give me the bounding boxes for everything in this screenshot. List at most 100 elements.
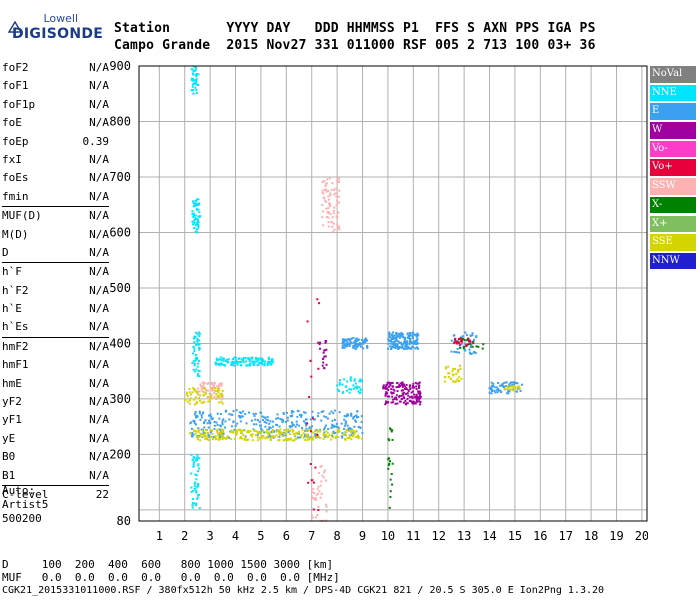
data-point (392, 388, 395, 391)
data-point (519, 390, 522, 393)
data-point (472, 351, 475, 354)
data-point (216, 359, 219, 362)
data-point (419, 392, 422, 395)
data-point (488, 387, 491, 390)
data-point (198, 215, 201, 218)
data-point (315, 432, 318, 435)
data-point (197, 369, 200, 372)
data-point (349, 376, 352, 379)
data-point (411, 337, 414, 340)
data-point (191, 79, 194, 82)
data-point (348, 388, 351, 391)
data-point (202, 411, 205, 414)
data-point (458, 344, 461, 347)
data-point (338, 411, 341, 414)
data-point (400, 333, 403, 336)
data-point (328, 412, 331, 415)
data-point (196, 358, 199, 361)
data-point (192, 212, 195, 215)
data-point (338, 390, 341, 393)
data-point (346, 380, 349, 383)
data-point (322, 224, 325, 227)
data-point (290, 425, 293, 428)
data-point (354, 419, 357, 422)
data-point (335, 435, 338, 438)
parameter-separator (2, 484, 109, 486)
data-point (419, 395, 422, 398)
data-point (333, 228, 336, 231)
data-point (197, 464, 200, 467)
data-point (269, 436, 272, 439)
data-point (221, 402, 224, 405)
data-point (193, 388, 196, 391)
data-point (389, 495, 392, 498)
data-point (325, 416, 328, 419)
data-point (417, 397, 420, 400)
data-point (206, 432, 209, 435)
data-point (329, 194, 332, 197)
data-point (197, 372, 200, 375)
data-point (327, 427, 330, 430)
data-point (504, 387, 507, 390)
data-point (195, 75, 198, 78)
data-point (197, 427, 200, 430)
data-point (203, 387, 206, 390)
data-point (240, 358, 243, 361)
data-point (210, 393, 213, 396)
parameter-value: N/A (89, 171, 109, 185)
data-point (443, 380, 446, 383)
data-point (354, 341, 357, 344)
data-point (518, 388, 521, 391)
data-point (196, 338, 199, 341)
data-point (246, 364, 249, 367)
data-point (190, 490, 193, 493)
data-point (196, 365, 199, 368)
data-point (323, 415, 326, 418)
data-point (252, 412, 255, 415)
data-point (491, 384, 494, 387)
data-point (196, 231, 199, 234)
data-point (198, 410, 201, 413)
data-point (195, 416, 198, 419)
data-point (254, 429, 257, 432)
data-point (304, 421, 307, 424)
data-point (418, 381, 421, 384)
data-point (418, 387, 421, 390)
data-point (195, 504, 198, 507)
data-point (196, 436, 199, 439)
data-point (218, 431, 221, 434)
data-point (304, 411, 307, 414)
data-point (284, 434, 287, 437)
data-point (190, 486, 193, 489)
data-point (411, 345, 414, 348)
data-point (318, 429, 321, 432)
data-point (460, 337, 463, 340)
data-point (337, 177, 340, 180)
data-point (343, 344, 346, 347)
data-point (263, 416, 266, 419)
data-point (360, 388, 363, 391)
data-point (343, 346, 346, 349)
data-point (448, 372, 451, 375)
data-point (321, 216, 324, 219)
legend-item: E (650, 103, 696, 120)
data-point (453, 380, 456, 383)
data-point (392, 331, 395, 334)
data-point (332, 424, 335, 427)
data-point (195, 430, 198, 433)
data-point (193, 82, 196, 85)
data-point (323, 469, 326, 472)
data-point (356, 435, 359, 438)
data-point (398, 333, 401, 336)
data-point (247, 429, 250, 432)
data-point (395, 332, 398, 335)
parameter-name: fmin (2, 189, 29, 203)
data-point (278, 435, 281, 438)
data-point (194, 423, 197, 426)
data-point (244, 356, 247, 359)
data-point (265, 421, 268, 424)
data-point (404, 385, 407, 388)
data-point (475, 345, 478, 348)
data-point (269, 439, 272, 442)
